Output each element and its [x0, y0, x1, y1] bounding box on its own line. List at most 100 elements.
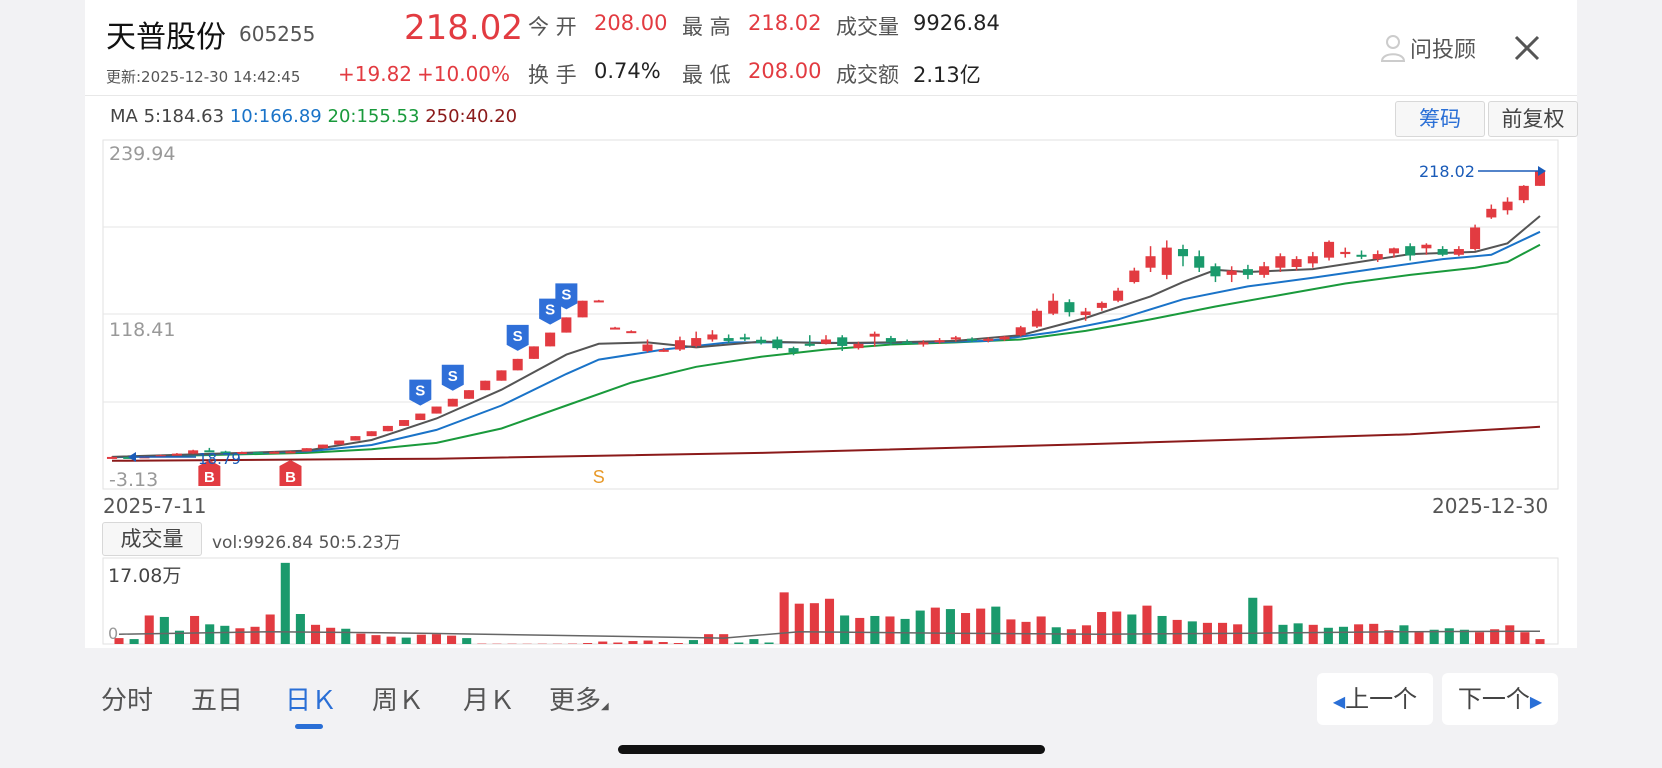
volume-bar — [1248, 597, 1258, 644]
candle — [1275, 253, 1286, 273]
volume-bar — [1278, 624, 1288, 644]
volume-indicator-dropdown[interactable]: 成交量 — [102, 522, 202, 556]
candle — [1096, 301, 1107, 311]
volume-bar — [598, 641, 608, 644]
sell-badge-shape — [506, 324, 529, 351]
volume-bar — [613, 642, 623, 644]
volume-bar — [855, 617, 865, 644]
volume-bar — [1142, 605, 1152, 644]
candle — [1177, 244, 1189, 267]
candle-body — [1307, 256, 1318, 264]
sell-signal-text: S — [593, 467, 605, 487]
volume-bar — [658, 642, 668, 644]
volume-bar — [1459, 629, 1469, 644]
candle-body — [1437, 249, 1448, 255]
volume-bar — [1444, 628, 1454, 644]
chips-button[interactable]: 筹码 — [1395, 101, 1485, 137]
close-icon[interactable] — [1513, 34, 1541, 62]
tab-0[interactable]: 分时 — [101, 686, 154, 716]
candle-body — [837, 337, 848, 346]
candle — [707, 330, 718, 342]
candle — [950, 335, 961, 342]
volume-bar — [1308, 624, 1318, 644]
candle — [788, 346, 799, 356]
candle — [1161, 240, 1172, 280]
candle-body — [772, 339, 783, 349]
adjust-dropdown[interactable]: 前复权 — [1488, 101, 1578, 137]
next-label: 下一个 — [1457, 685, 1530, 713]
candle — [1242, 264, 1253, 280]
candle — [593, 299, 604, 303]
candle — [269, 451, 280, 454]
candle-body — [610, 327, 621, 330]
volume-bar — [114, 638, 124, 644]
volume-bar — [159, 616, 169, 644]
volume-bar — [734, 642, 744, 644]
candle — [1340, 247, 1351, 258]
volume-bar — [704, 634, 714, 644]
candle-body — [1486, 208, 1497, 218]
candle — [918, 340, 929, 347]
candle-body — [528, 346, 539, 359]
left-triangle-icon: ◀ — [1332, 692, 1346, 711]
volume-bar — [930, 607, 940, 644]
tab-4[interactable]: 月Ｋ — [463, 686, 516, 716]
candle-body — [820, 339, 832, 344]
candle — [528, 346, 539, 359]
candle — [983, 337, 994, 343]
volume-bar — [1172, 619, 1182, 644]
candle-body — [691, 338, 702, 346]
candle — [853, 341, 864, 350]
volume-bar — [1338, 626, 1349, 644]
volume-bar — [401, 637, 411, 644]
sell-badge-label: S — [545, 302, 555, 319]
tab-2[interactable]: 日Ｋ — [285, 680, 337, 729]
person-icon — [1380, 35, 1406, 62]
high-value: 218.02 — [748, 11, 822, 35]
sell-signal-badge: S — [539, 298, 562, 325]
sell-signal-badge: S — [555, 283, 578, 310]
low-marker-label: 18.79 — [198, 450, 241, 468]
volume-bar — [235, 628, 245, 644]
candle-body — [642, 344, 653, 351]
candle — [1080, 307, 1091, 321]
sell-badge-shape — [441, 364, 464, 391]
stock-code: 605255 — [239, 22, 316, 46]
candle-body — [204, 450, 215, 453]
advisor-button[interactable]: 问投顾 — [1380, 32, 1476, 64]
axis-min-label: -3.13 — [109, 469, 159, 491]
volume-bar — [190, 615, 200, 644]
volume-max-label: 17.08万 — [108, 565, 182, 587]
candle — [1502, 197, 1513, 215]
volume-bar — [295, 614, 305, 644]
candle-body — [480, 380, 491, 391]
next-button[interactable]: 下一个▶ — [1442, 673, 1558, 725]
volume-bar — [1399, 625, 1409, 644]
volume-bar — [1520, 632, 1530, 644]
candle-body — [593, 300, 604, 303]
volume-bar — [945, 609, 955, 644]
candle — [220, 450, 231, 454]
tab-5[interactable]: 更多◢ — [549, 686, 609, 716]
prev-button[interactable]: ◀上一个 — [1317, 673, 1433, 725]
sell-signal-badge: S — [441, 364, 464, 391]
candle — [253, 451, 264, 455]
candle-body — [1470, 227, 1481, 250]
candle-body — [1356, 254, 1367, 257]
candle — [463, 390, 475, 399]
turnover-value: 0.74% — [594, 59, 661, 83]
buy-signal-badge: B — [198, 460, 221, 487]
volume-bar — [628, 641, 638, 644]
open-value: 208.00 — [594, 11, 668, 35]
candle-body — [950, 337, 961, 340]
tab-1[interactable]: 五日 — [191, 686, 244, 716]
sell-signal-badge: S — [506, 324, 529, 351]
volume-bar — [250, 626, 260, 644]
candle — [1486, 204, 1497, 219]
candle-body — [1259, 266, 1270, 275]
ma10-value: 10:166.89 — [229, 106, 322, 127]
candle — [1015, 325, 1026, 337]
tab-3[interactable]: 周Ｋ — [372, 686, 425, 716]
volume-bar — [1051, 627, 1061, 644]
candle-body — [545, 332, 556, 347]
